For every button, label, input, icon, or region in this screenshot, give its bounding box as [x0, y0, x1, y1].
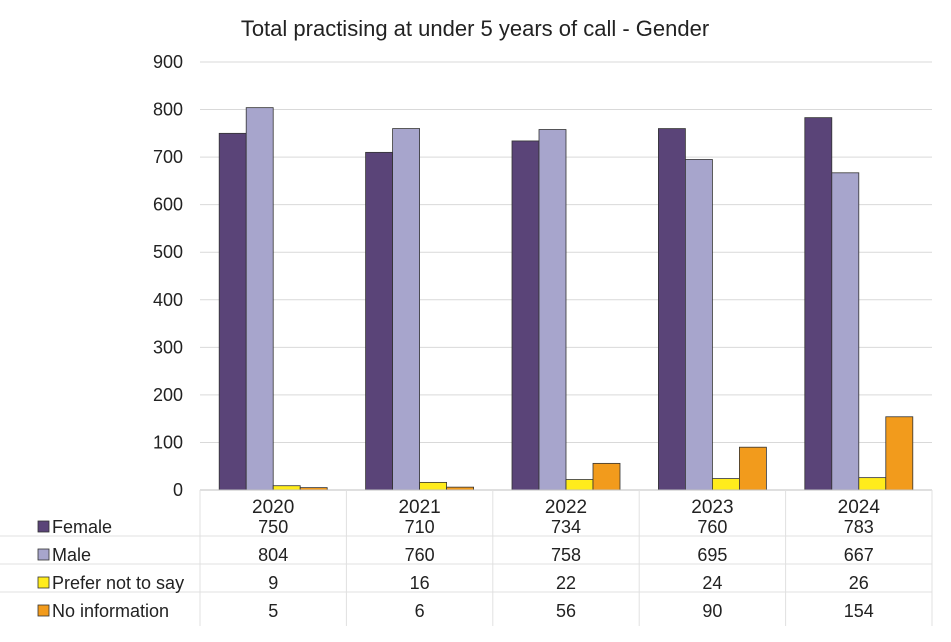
y-tick-label: 700 — [153, 147, 183, 167]
legend-label: Male — [52, 545, 91, 565]
bar-male-2022 — [538, 129, 567, 491]
y-axis: 0 100 200 300 400 500 600 700 800 900 — [153, 52, 183, 500]
bar-no-information-2024 — [885, 416, 914, 491]
y-tick-label: 500 — [153, 242, 183, 262]
table-cell: 750 — [258, 517, 288, 537]
legend-swatch — [37, 520, 50, 533]
table-cell: 154 — [844, 601, 874, 621]
bar-female-2022 — [511, 140, 540, 491]
legend-swatch — [37, 576, 50, 589]
table-cell: 90 — [702, 601, 722, 621]
bar-male-2024 — [831, 172, 860, 491]
bar-prefer-not-to-say-2021 — [419, 481, 448, 491]
bar-female-2024 — [804, 117, 833, 491]
table-cell: 695 — [697, 545, 727, 565]
x-tick-label: 2024 — [838, 497, 881, 518]
bar-prefer-not-to-say-2022 — [565, 479, 594, 491]
table-cell: 9 — [268, 573, 278, 593]
bar-female-2023 — [658, 128, 686, 491]
bars — [218, 107, 914, 491]
legend-label: Prefer not to say — [52, 573, 184, 593]
bar-prefer-not-to-say-2024 — [858, 477, 887, 491]
table-cell: 667 — [844, 545, 874, 565]
table-cell: 758 — [551, 545, 581, 565]
legend-swatch — [37, 604, 50, 617]
table-cell: 24 — [702, 573, 722, 593]
chart-title: Total practising at under 5 years of cal… — [241, 16, 709, 41]
legend-swatch — [37, 548, 50, 561]
y-tick-label: 800 — [153, 100, 183, 120]
table-cell: 804 — [258, 545, 288, 565]
table-cell: 760 — [697, 517, 727, 537]
x-tick-label: 2020 — [252, 497, 294, 518]
table-cell: 6 — [415, 601, 425, 621]
bar-no-information-2022 — [592, 462, 621, 491]
table-cell: 5 — [268, 601, 278, 621]
x-tick-label: 2022 — [545, 497, 587, 518]
table-cell: 56 — [556, 601, 576, 621]
y-tick-label: 200 — [153, 385, 183, 405]
y-tick-label: 400 — [153, 290, 183, 310]
y-tick-label: 600 — [153, 195, 183, 215]
bar-female-2020 — [218, 132, 247, 491]
y-tick-label: 100 — [153, 432, 183, 452]
y-tick-label: 0 — [173, 480, 183, 500]
bar-male-2021 — [392, 128, 421, 491]
y-tick-label: 900 — [153, 52, 183, 72]
bar-prefer-not-to-say-2023 — [712, 478, 740, 491]
table-cell: 710 — [405, 517, 435, 537]
bar-prefer-not-to-say-2020 — [272, 485, 301, 491]
bar-male-2023 — [685, 159, 713, 491]
y-tick-label: 300 — [153, 337, 183, 357]
table-cell: 16 — [410, 573, 430, 593]
legend-label: Female — [52, 517, 112, 537]
table-cell: 26 — [849, 573, 869, 593]
table-cell: 760 — [405, 545, 435, 565]
table-cell: 783 — [844, 517, 874, 537]
table-cell: 734 — [551, 517, 581, 537]
bar-male-2020 — [245, 107, 274, 491]
table-cell: 22 — [556, 573, 576, 593]
x-tick-label: 2023 — [691, 497, 733, 518]
bar-no-information-2023 — [739, 446, 767, 491]
x-axis: 2020 2021 2022 2023 2024 — [200, 489, 932, 518]
legend-label: No information — [52, 601, 169, 621]
bar-female-2021 — [365, 151, 394, 491]
x-tick-label: 2021 — [398, 497, 440, 518]
